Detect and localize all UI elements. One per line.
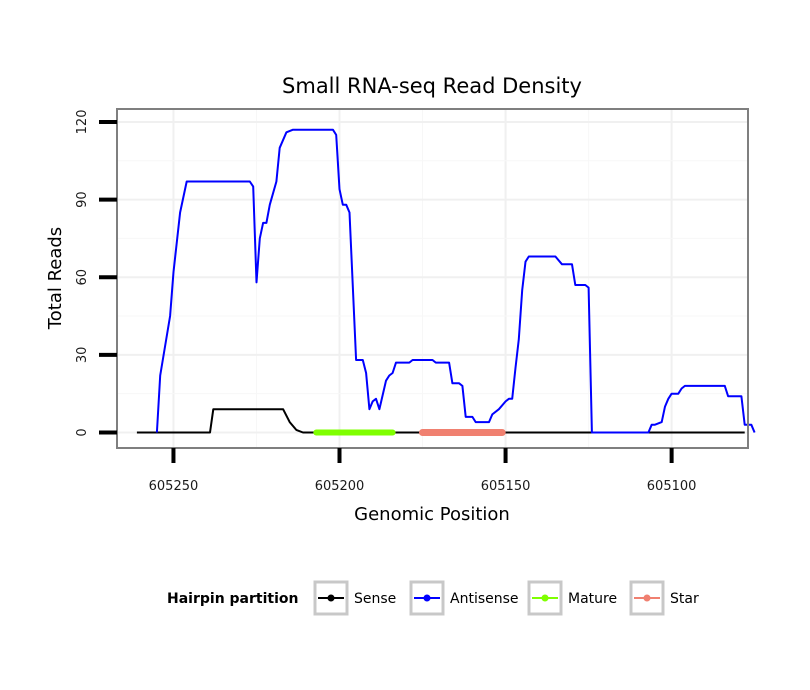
y-tick-label: 0 bbox=[75, 428, 90, 436]
legend-key-dot bbox=[643, 594, 651, 602]
x-axis: 605250 605200 605150 605100 bbox=[149, 448, 697, 494]
legend: Hairpin partition Sense Antisense Mature St… bbox=[167, 580, 699, 616]
y-axis: 0 30 60 90 120 bbox=[75, 110, 117, 437]
y-axis-title: Total Reads bbox=[45, 227, 66, 330]
chart-title: Small RNA-seq Read Density bbox=[282, 74, 582, 98]
series-line-antisense bbox=[155, 128, 756, 434]
x-tick-label: 605100 bbox=[647, 479, 697, 494]
legend-key-dot bbox=[423, 594, 431, 602]
legend-title: Hairpin partition bbox=[167, 591, 298, 607]
legend-key-dot bbox=[327, 594, 335, 602]
plot-panel bbox=[117, 109, 748, 448]
legend-item-star: Star bbox=[629, 580, 699, 616]
y-tick-label: 120 bbox=[75, 110, 90, 135]
legend-item-sense: Sense bbox=[313, 580, 396, 616]
y-tick-label: 60 bbox=[75, 269, 90, 286]
x-tick-label: 605150 bbox=[481, 479, 531, 494]
legend-label: Sense bbox=[354, 591, 396, 607]
legend-label: Star bbox=[670, 591, 699, 607]
x-tick-label: 605200 bbox=[315, 479, 365, 494]
legend-label: Antisense bbox=[450, 591, 519, 607]
series-layer bbox=[136, 128, 756, 436]
y-tick-label: 90 bbox=[75, 191, 90, 208]
grid-lines bbox=[117, 109, 748, 448]
series-line-sense bbox=[136, 408, 745, 434]
legend-item-mature: Mature bbox=[527, 580, 617, 616]
y-tick-label: 30 bbox=[75, 347, 90, 364]
x-tick-label: 605250 bbox=[149, 479, 199, 494]
x-axis-title: Genomic Position bbox=[354, 504, 510, 525]
legend-key-dot bbox=[541, 594, 549, 602]
legend-item-antisense: Antisense bbox=[409, 580, 519, 616]
legend-label: Mature bbox=[568, 591, 617, 607]
